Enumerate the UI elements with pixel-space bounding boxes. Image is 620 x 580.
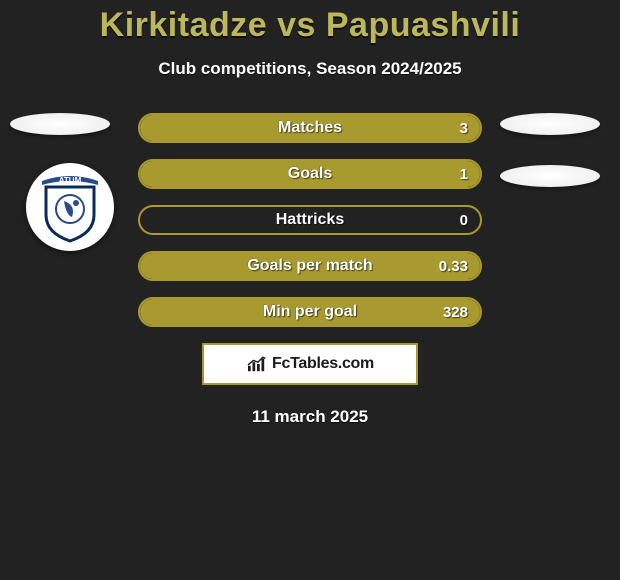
player-pill-left-1 bbox=[10, 113, 110, 135]
bar-chart-icon bbox=[246, 355, 268, 373]
stat-row: Goals per match0.33 bbox=[138, 251, 482, 281]
page-title: Kirkitadze vs Papuashvili bbox=[0, 6, 620, 45]
stat-row-fill bbox=[140, 299, 480, 325]
stat-rows: Matches3 Goals1 Hattricks0 Goals per match0… bbox=[138, 113, 482, 327]
stat-row-label: Hattricks bbox=[140, 207, 480, 233]
stat-row-fill bbox=[140, 115, 480, 141]
stat-row: Hattricks0 bbox=[138, 205, 482, 235]
brand-text: FcTables.com bbox=[272, 355, 374, 373]
badge-top-text: ATUM bbox=[59, 176, 82, 185]
stat-row-fill bbox=[140, 253, 480, 279]
stat-row-value: 0 bbox=[460, 207, 468, 233]
content-area: ATUM Matches3 Goals1 Hattricks0 Goals per m… bbox=[0, 113, 620, 427]
stat-row: Matches3 bbox=[138, 113, 482, 143]
comparison-infographic: Kirkitadze vs Papuashvili Club competiti… bbox=[0, 0, 620, 580]
stat-row: Min per goal328 bbox=[138, 297, 482, 327]
brand-box[interactable]: FcTables.com bbox=[202, 343, 418, 385]
club-badge-svg: ATUM bbox=[38, 171, 102, 243]
player-pill-right-1 bbox=[500, 113, 600, 135]
subtitle: Club competitions, Season 2024/2025 bbox=[0, 59, 620, 79]
club-badge: ATUM bbox=[26, 163, 114, 251]
player-pill-right-2 bbox=[500, 165, 600, 187]
date-text: 11 march 2025 bbox=[0, 407, 620, 427]
stat-row-fill bbox=[140, 161, 480, 187]
stat-row: Goals1 bbox=[138, 159, 482, 189]
